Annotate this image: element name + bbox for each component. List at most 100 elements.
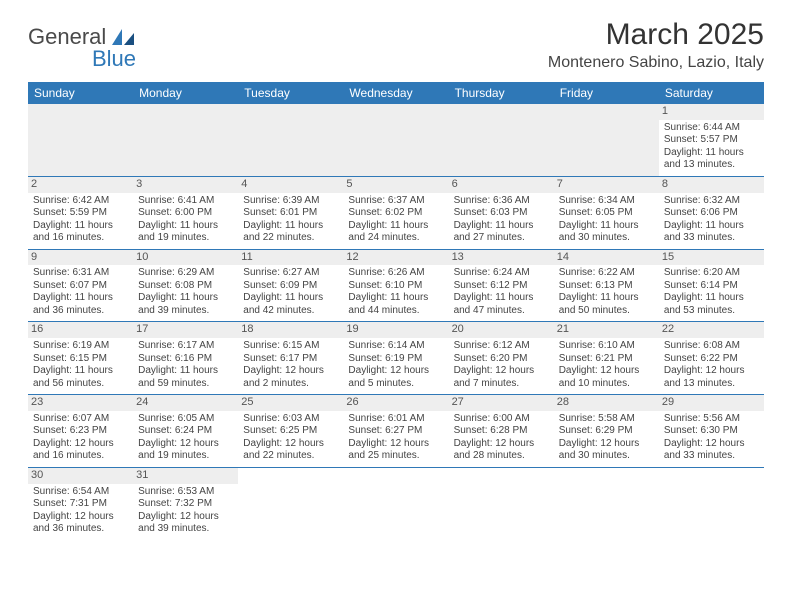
day-number: 30 [28,468,133,484]
day-info: Sunrise: 6:36 AMSunset: 6:03 PMDaylight:… [453,195,550,245]
daylight-line-2: and 16 minutes. [33,450,128,463]
logo-text-blue: Blue [92,46,136,71]
calendar-day-cell: 1 Sunrise: 6:44 AMSunset: 5:57 PMDaylight… [659,104,764,176]
sunset-line: Sunset: 6:14 PM [664,280,759,293]
sunrise-line: Sunrise: 6:20 AM [664,267,759,280]
sunrise-line: Sunrise: 6:19 AM [33,340,128,353]
daylight-line-2: and 42 minutes. [243,305,338,318]
calendar-day-cell: 9Sunrise: 6:31 AMSunset: 6:07 PMDaylight… [28,249,133,322]
sunset-line: Sunset: 6:06 PM [664,207,759,220]
day-number: 1 [659,104,764,120]
daylight-line-1: Daylight: 11 hours [348,292,443,305]
sunrise-line: Sunrise: 6:34 AM [559,195,654,208]
day-number: 19 [343,322,448,338]
daylight-line-1: Daylight: 12 hours [664,365,759,378]
calendar-day-cell: 14Sunrise: 6:22 AMSunset: 6:13 PMDayligh… [554,249,659,322]
calendar-empty-cell [28,104,133,176]
daylight-line-2: and 24 minutes. [348,232,443,245]
daylight-line-1: Daylight: 11 hours [243,292,338,305]
daylight-line-2: and 33 minutes. [664,232,759,245]
sunset-line: Sunset: 6:05 PM [559,207,654,220]
daylight-line-1: Daylight: 12 hours [454,365,549,378]
sunset-line: Sunset: 6:27 PM [348,425,443,438]
daylight-line-1: Daylight: 11 hours [664,147,759,160]
daylight-line-1: Daylight: 12 hours [454,438,549,451]
sunset-line: Sunset: 6:30 PM [664,425,759,438]
day-info: Sunrise: 6:19 AMSunset: 6:15 PMDaylight:… [32,340,129,390]
sunset-line: Sunset: 7:31 PM [33,498,128,511]
day-number: 24 [133,395,238,411]
sunrise-line: Sunrise: 6:08 AM [664,340,759,353]
weekday-header: Sunday [28,82,133,104]
sunrise-line: Sunrise: 6:41 AM [138,195,233,208]
calendar-day-cell: 2Sunrise: 6:42 AMSunset: 5:59 PMDaylight… [28,176,133,249]
calendar-empty-cell [238,104,343,176]
calendar-week-row: 9Sunrise: 6:31 AMSunset: 6:07 PMDaylight… [28,249,764,322]
day-info: Sunrise: 6:12 AMSunset: 6:20 PMDaylight:… [453,340,550,390]
daylight-line-2: and 39 minutes. [138,305,233,318]
daylight-line-2: and 7 minutes. [454,378,549,391]
sunset-line: Sunset: 6:15 PM [33,353,128,366]
daylight-line-1: Daylight: 11 hours [664,220,759,233]
calendar-day-cell: 18Sunrise: 6:15 AMSunset: 6:17 PMDayligh… [238,322,343,395]
calendar-day-cell: 19Sunrise: 6:14 AMSunset: 6:19 PMDayligh… [343,322,448,395]
sunset-line: Sunset: 6:21 PM [559,353,654,366]
calendar-day-cell: 5Sunrise: 6:37 AMSunset: 6:02 PMDaylight… [343,176,448,249]
daylight-line-2: and 22 minutes. [243,232,338,245]
calendar-day-cell: 4 Sunrise: 6:39 AMSunset: 6:01 PMDaylight… [238,176,343,249]
daylight-line-1: Daylight: 12 hours [559,365,654,378]
daylight-line-1: Daylight: 11 hours [33,365,128,378]
day-info: Sunrise: 5:58 AMSunset: 6:29 PMDaylight:… [558,413,655,463]
daylight-line-1: Daylight: 12 hours [664,438,759,451]
daylight-line-2: and 59 minutes. [138,378,233,391]
sunrise-line: Sunrise: 6:44 AM [664,122,759,135]
calendar-day-cell: 22Sunrise: 6:08 AMSunset: 6:22 PMDayligh… [659,322,764,395]
day-info: Sunrise: 6:44 AMSunset: 5:57 PMDaylight:… [663,122,760,172]
weekday-header: Saturday [659,82,764,104]
day-number: 28 [554,395,659,411]
day-info: Sunrise: 6:39 AMSunset: 6:01 PMDaylight:… [242,195,339,245]
daylight-line-2: and 44 minutes. [348,305,443,318]
day-info: Sunrise: 6:20 AMSunset: 6:14 PMDaylight:… [663,267,760,317]
daylight-line-2: and 5 minutes. [348,378,443,391]
calendar-week-row: 16Sunrise: 6:19 AMSunset: 6:15 PMDayligh… [28,322,764,395]
day-info: Sunrise: 6:31 AMSunset: 6:07 PMDaylight:… [32,267,129,317]
daylight-line-1: Daylight: 12 hours [33,438,128,451]
daylight-line-1: Daylight: 11 hours [243,220,338,233]
daylight-line-1: Daylight: 11 hours [559,292,654,305]
day-number: 29 [659,395,764,411]
calendar-empty-cell [554,104,659,176]
sunset-line: Sunset: 6:02 PM [348,207,443,220]
sunset-line: Sunset: 6:08 PM [138,280,233,293]
sunset-line: Sunset: 6:24 PM [138,425,233,438]
calendar-day-cell: 28 Sunrise: 5:58 AMSunset: 6:29 PMDayligh… [554,395,659,468]
calendar-day-cell: 13Sunrise: 6:24 AMSunset: 6:12 PMDayligh… [449,249,554,322]
daylight-line-2: and 47 minutes. [454,305,549,318]
calendar-empty-cell [554,467,659,539]
day-info: Sunrise: 6:17 AMSunset: 6:16 PMDaylight:… [137,340,234,390]
sunrise-line: Sunrise: 6:24 AM [454,267,549,280]
calendar-empty-cell [133,104,238,176]
day-info: Sunrise: 6:27 AMSunset: 6:09 PMDaylight:… [242,267,339,317]
sunrise-line: Sunrise: 6:26 AM [348,267,443,280]
day-info: Sunrise: 6:08 AMSunset: 6:22 PMDaylight:… [663,340,760,390]
sunrise-line: Sunrise: 6:12 AM [454,340,549,353]
calendar-day-cell: 7Sunrise: 6:34 AMSunset: 6:05 PMDaylight… [554,176,659,249]
daylight-line-2: and 19 minutes. [138,450,233,463]
sunset-line: Sunset: 6:23 PM [33,425,128,438]
daylight-line-1: Daylight: 11 hours [454,292,549,305]
daylight-line-1: Daylight: 11 hours [138,292,233,305]
sunrise-line: Sunrise: 6:39 AM [243,195,338,208]
day-number: 4 [238,177,343,193]
sunrise-line: Sunrise: 6:03 AM [243,413,338,426]
sunset-line: Sunset: 5:59 PM [33,207,128,220]
daylight-line-2: and 28 minutes. [454,450,549,463]
daylight-line-2: and 56 minutes. [33,378,128,391]
daylight-line-1: Daylight: 12 hours [138,438,233,451]
daylight-line-2: and 19 minutes. [138,232,233,245]
day-number: 11 [238,250,343,266]
day-number: 21 [554,322,659,338]
calendar-empty-cell [659,467,764,539]
sunset-line: Sunset: 6:09 PM [243,280,338,293]
sunrise-line: Sunrise: 6:15 AM [243,340,338,353]
